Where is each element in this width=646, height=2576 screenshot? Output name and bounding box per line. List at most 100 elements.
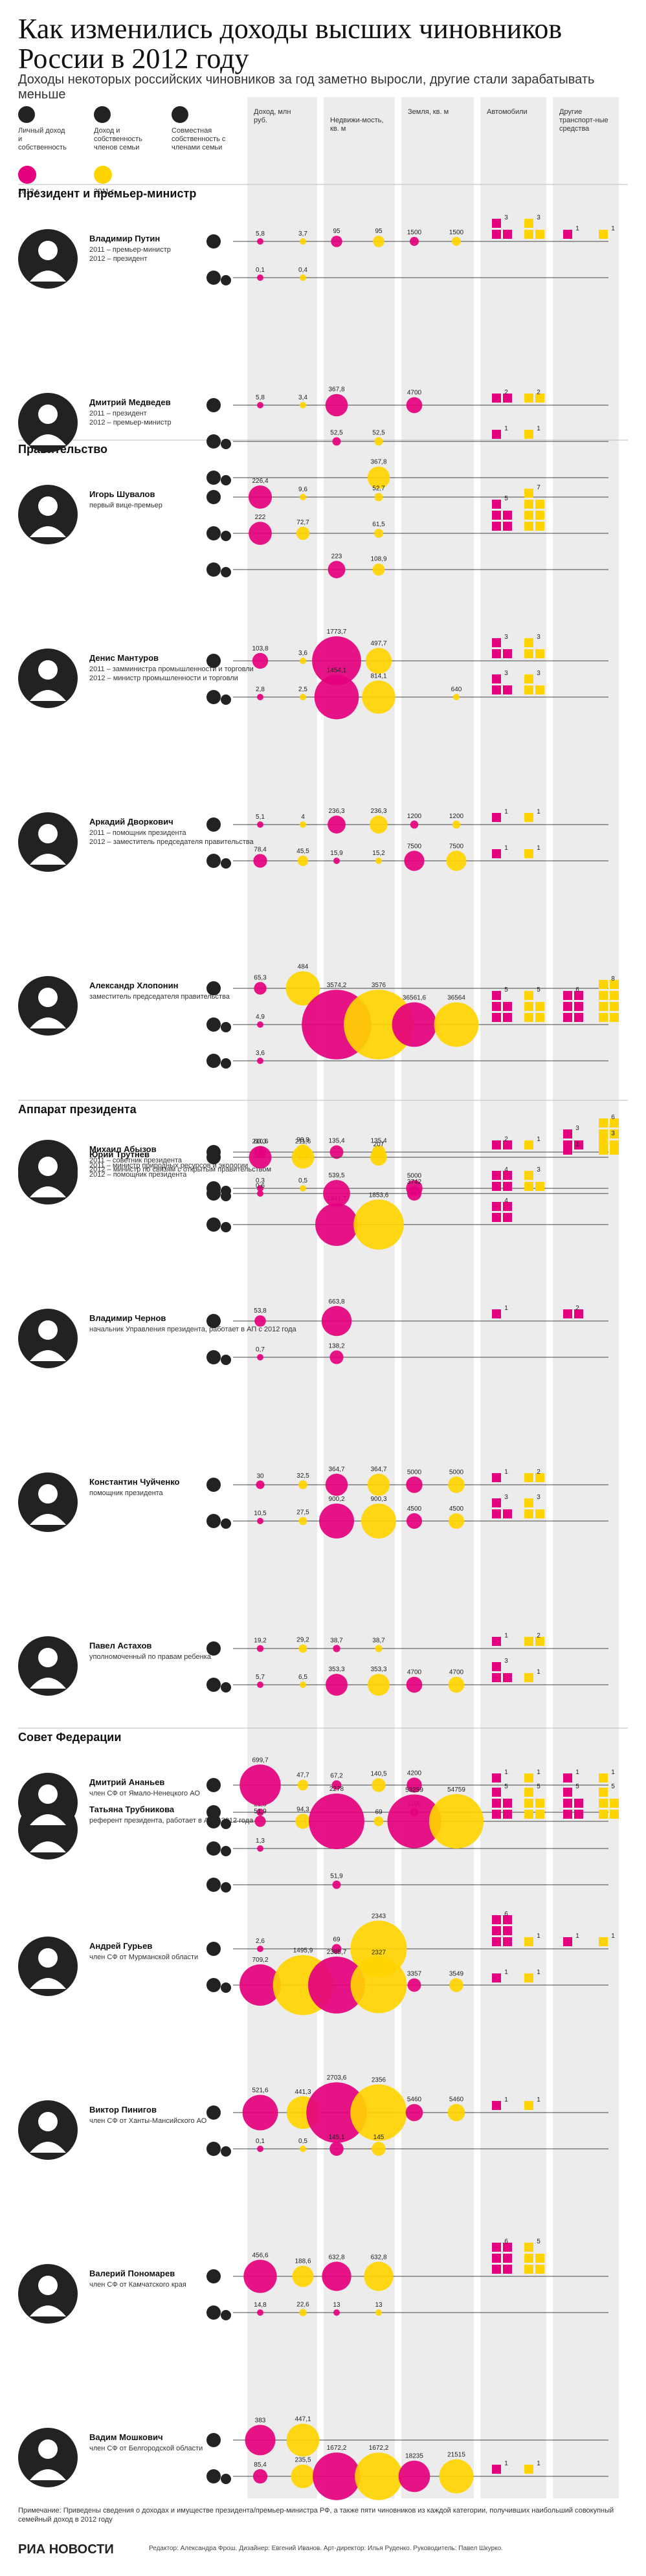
- realty-bubble-2012: [318, 1503, 355, 1539]
- person-desc: 2011 – министр природных ресурсов и экол…: [89, 1162, 248, 1170]
- column-band-cars: [480, 97, 546, 2498]
- realty-bubble-2012: [328, 816, 346, 834]
- realty-value-label: 145: [373, 2134, 384, 2141]
- realty-bubble-2011: [350, 2084, 407, 2141]
- other-square: [574, 1799, 583, 1808]
- realty-value-label: 135,4: [328, 1138, 344, 1145]
- realty-value-label: 1672,2: [327, 2445, 347, 2452]
- realty-bubble-2011: [372, 2142, 386, 2156]
- realty-bubble-2012: [306, 2082, 367, 2143]
- legend-family: Доход и собственность членов семьи: [94, 127, 142, 151]
- row-icon-joint: [206, 562, 221, 577]
- other-square: [599, 1788, 608, 1797]
- income-value-label: 94,3: [296, 1806, 309, 1813]
- other-square: [610, 1810, 619, 1819]
- cars-square: [492, 1140, 501, 1149]
- land-bubble-2012: [392, 1002, 437, 1047]
- avatar-body: [30, 1841, 66, 1852]
- cars-square: [503, 2254, 512, 2263]
- realty-bubble-2011: [375, 1645, 383, 1652]
- other-square: [563, 1013, 572, 1022]
- row-icon-family-second: [221, 2474, 231, 2484]
- cars-square: [535, 394, 544, 403]
- income-value-label: 226,4: [252, 478, 268, 485]
- row-icon-family: [206, 2469, 221, 2483]
- row-icon-family: [206, 1978, 221, 1992]
- person-desc: 2012 – заместитель председателя правител…: [89, 838, 254, 846]
- cars-square: [503, 649, 512, 658]
- cars-label: 3: [537, 214, 540, 221]
- cars-square: [524, 1002, 533, 1011]
- person-desc: член СФ от Ямало-Ненецкого АО: [89, 1790, 200, 1797]
- realty-value-label: 539,5: [328, 1172, 344, 1179]
- cars-square: [492, 1002, 501, 1011]
- cars-square: [524, 674, 533, 683]
- land-value-label: 3357: [407, 1971, 422, 1978]
- other-square: [599, 1799, 608, 1808]
- row-icon-family-second: [221, 1022, 231, 1032]
- avatar-head: [38, 824, 58, 843]
- land-bubble-2012: [406, 1513, 423, 1529]
- realty-bubble-2011: [373, 236, 384, 247]
- column-header-land: Земля, кв. м: [408, 108, 449, 116]
- realty-bubble-2011: [362, 680, 395, 714]
- cars-square: [524, 991, 533, 1000]
- realty-value-label: 223: [331, 553, 342, 561]
- land-value-label: 53259: [405, 1786, 423, 1793]
- row-icon-family-second: [221, 2310, 231, 2320]
- realty-bubble-2012: [333, 858, 340, 864]
- land-bubble-2012: [406, 1476, 423, 1493]
- income-bubble-2012: [256, 1645, 264, 1652]
- income-value-label: 10,5: [254, 1510, 267, 1517]
- other-label: 3: [611, 1130, 615, 1137]
- income-value-label: 2,8: [256, 686, 265, 693]
- cars-square: [524, 1937, 533, 1946]
- person-name: Михаил Абызов: [89, 1144, 157, 1154]
- row-icon-joint-second: [221, 1222, 231, 1232]
- row-icon-family: [206, 854, 221, 868]
- cars-square: [535, 1810, 544, 1819]
- land-value-label: 7500: [449, 843, 464, 850]
- avatar-body: [30, 690, 66, 701]
- income-value-label: 521,6: [252, 2087, 268, 2094]
- row-icon-personal: [206, 234, 221, 249]
- income-value-label: 3,6: [298, 650, 307, 657]
- income-value-label: 85,4: [254, 2461, 267, 2469]
- realty-bubble-2012: [331, 1780, 342, 1790]
- income-value-label: 484: [298, 964, 309, 971]
- income-bubble-2012: [242, 2094, 278, 2131]
- income-bubble-2012: [249, 522, 272, 545]
- realty-bubble-2011: [367, 1473, 390, 1496]
- realty-bubble-2011: [367, 466, 390, 489]
- avatar-body: [30, 1814, 66, 1825]
- land-bubble-2011: [446, 850, 467, 871]
- cars-square: [492, 1202, 501, 1211]
- land-value-label: 1500: [449, 229, 464, 236]
- cars-label: 3: [504, 1658, 508, 1665]
- land-value-label: 5460: [407, 2096, 422, 2104]
- realty-value-label: 95: [333, 228, 340, 235]
- cars-label: 5: [537, 2238, 540, 2245]
- cars-square: [524, 2254, 533, 2263]
- legend: Личный доход и собственность Доход и соб…: [0, 97, 646, 195]
- cars-label: 3: [537, 670, 540, 677]
- cars-square: [503, 685, 512, 694]
- realty-value-label: 2343: [372, 1913, 386, 1920]
- land-value-label: 4500: [449, 1505, 464, 1513]
- person-name: Денис Мантуров: [89, 653, 159, 663]
- row-icon-family-second: [221, 1846, 231, 1856]
- income-bubble-2011: [297, 855, 309, 867]
- other-square: [599, 1937, 608, 1946]
- realty-bubble-2012: [309, 1793, 364, 1849]
- realty-value-label: 353,3: [370, 1666, 386, 1673]
- ria-logo: РИА НОВОСТИ: [18, 2542, 114, 2557]
- income-bubble-2012: [257, 1354, 263, 1360]
- other-label: 1: [575, 1141, 579, 1148]
- land-bubble-2011: [448, 1476, 465, 1493]
- realty-value-label: 3576: [372, 982, 386, 989]
- realty-value-label: 364,7: [370, 1466, 386, 1473]
- land-bubble-2011: [434, 1002, 479, 1047]
- person-name: Юрий Трутнев: [89, 1149, 150, 1159]
- income-value-label: 2,6: [256, 1938, 265, 1945]
- realty-value-label: 663,8: [328, 1298, 344, 1305]
